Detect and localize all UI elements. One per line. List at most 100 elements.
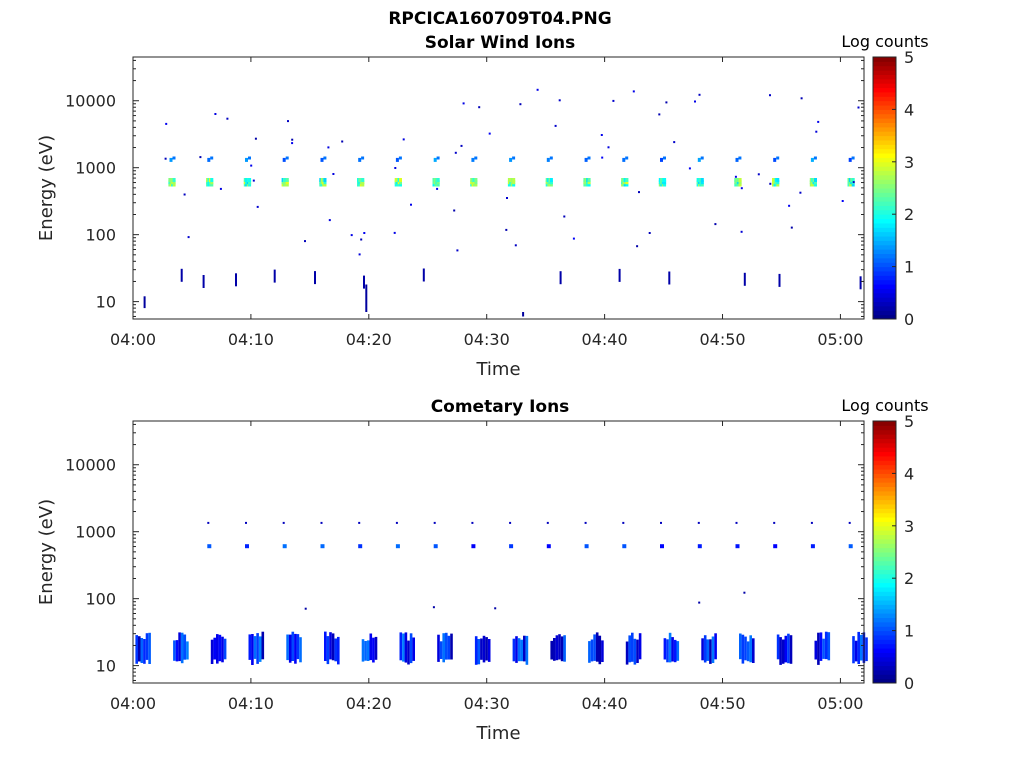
heatmap-cell [749,635,752,663]
y-tick-label: 10 [96,657,116,676]
heatmap-cell [660,521,662,524]
colorbar-segment [873,661,896,667]
heatmap-cell [369,633,373,661]
colorbar-segment [873,512,896,518]
heatmap-cell [363,232,366,234]
heatmap-cell [789,635,793,664]
heatmap-cell [700,180,704,185]
heatmap-cell [143,296,146,309]
colorbar-segment [873,179,896,185]
heatmap-cell [778,273,781,287]
colorbar-segment [873,525,896,531]
heatmap-cell [587,178,591,182]
heatmap-cell [286,634,289,661]
heatmap-cell [632,90,635,93]
colorbar-segment [873,257,896,263]
heatmap-cell [221,636,224,663]
heatmap-cell [327,146,330,149]
heatmap-cell [210,182,214,187]
heatmap-cell [738,156,742,160]
heatmap-cell [324,631,327,661]
colorbar-segment [873,521,896,527]
colorbar-segment [873,253,896,259]
heatmap-cell [365,284,368,312]
heatmap-cell [558,634,561,660]
heatmap-cell [601,640,604,662]
heatmap-cell [665,101,668,104]
heatmap-cell [563,215,566,218]
heatmap-cell [703,635,707,663]
heatmap-cell [183,634,187,660]
heatmap-cell [216,634,219,664]
heatmap-cell [711,636,715,663]
heatmap-cell [320,157,324,162]
heatmap-cell [787,633,790,664]
colorbar-segment [873,70,896,75]
colorbar-segment [873,591,896,597]
x-tick-label: 04:40 [582,330,628,349]
heatmap-cell [235,273,237,287]
heatmap-cell [769,182,772,185]
colorbar-segment [873,652,896,658]
heatmap-cell [668,271,671,285]
heatmap-cell [180,268,183,282]
heatmap-cell [138,636,141,662]
heatmap-cell [456,249,459,252]
colorbar-segment [873,595,896,601]
colorbar-segment [873,209,896,215]
y-axis-label: Energy (eV) [36,135,57,241]
colorbar-label: Log counts [841,32,928,51]
heatmap-cell [779,637,782,665]
heatmap-cell [558,99,561,102]
heatmap-cell [140,638,144,663]
heatmap-cell [735,521,738,524]
heatmap-cell [784,635,788,663]
colorbar-segment [873,126,896,132]
colorbar-segment [873,556,896,562]
figure-title: RPCICA160709T04.PNG [388,9,611,29]
heatmap-cell [520,639,523,662]
heatmap-cell [601,156,604,159]
heatmap-cell [506,197,508,199]
heatmap-cell [857,106,860,109]
heatmap-cell [474,178,478,182]
heatmap-cell [210,180,214,185]
heatmap-cell [584,544,589,549]
heatmap-cell [360,238,363,241]
heatmap-cell [282,521,285,524]
colorbar-segment [873,634,896,640]
heatmap-cell [746,641,750,662]
heatmap-cell [549,178,553,182]
heatmap-cell [776,178,780,182]
heatmap-cell [773,544,778,549]
heatmap-cell [213,637,216,660]
heatmap-cell [433,521,436,524]
heatmap-cell [304,607,307,610]
heatmap-cell [145,633,149,660]
heatmap-cell [546,157,550,162]
heatmap-cell [555,635,559,661]
colorbar-segment [873,547,896,553]
heatmap-cell [447,635,451,660]
heatmap-cell [487,639,491,662]
colorbar-segment [873,604,896,610]
colorbar-segment [873,643,896,649]
heatmap-cell [744,636,747,661]
heatmap-cell [512,182,516,187]
heatmap-cell [299,637,302,663]
heatmap-cells [143,88,862,317]
heatmap-cell [436,156,440,160]
heatmap-cell [214,113,217,115]
heatmap-cell [848,157,852,162]
heatmap-cell [436,187,439,190]
colorbar-tick-label: 0 [904,674,914,693]
colorbar-segment [873,192,896,198]
colorbar-segment [873,495,896,501]
colorbar-segment [873,552,896,557]
heatmap-cell [288,634,292,663]
colorbar-segment [873,608,896,614]
colorbar-segment [873,534,896,540]
heatmap-cell [587,180,591,185]
heatmap-cell [738,178,742,182]
heatmap-cell [474,156,478,160]
